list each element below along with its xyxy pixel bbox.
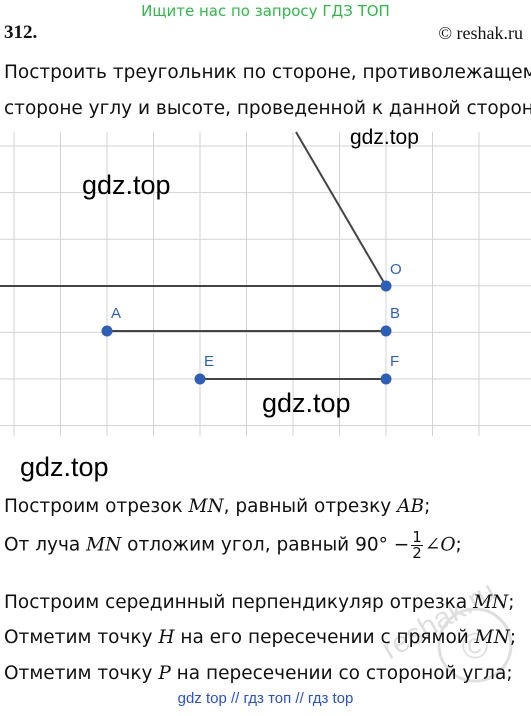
s5-pre: Отметим точку: [4, 663, 159, 684]
solution-step-5: Отметим точку P на пересечении со сторон…: [4, 663, 513, 684]
s4-mid: на его пересечении с прямой: [174, 627, 475, 648]
label-a: A: [111, 305, 121, 322]
s3-end: ;: [508, 592, 515, 613]
point-b: [380, 325, 392, 337]
label-b: B: [390, 305, 400, 322]
label-o: O: [390, 261, 402, 278]
s4-end: ;: [509, 627, 517, 648]
s1-math-ab: AB: [397, 496, 425, 517]
label-e: E: [204, 353, 214, 370]
solution-step-2: От луча MN отложим угол, равный 90° −1 2 ∠…: [4, 530, 462, 561]
watermark-1: gdz.top: [350, 126, 419, 149]
s4-pre: Отметим точку: [4, 627, 159, 648]
solution-step-3: Построим серединный перпендикуляр отрезк…: [4, 592, 514, 613]
point-o: [380, 280, 392, 292]
s2-end: ;: [455, 534, 462, 556]
search-banner: Ищите нас по запросу ГДЗ ТОП: [141, 2, 390, 20]
s5-math-p: P: [158, 663, 171, 684]
watermark-3: gdz.top: [262, 388, 351, 418]
s1-math-mn: MN: [188, 496, 224, 517]
footer-links: gdz top // гдз топ // гдз top: [177, 690, 354, 707]
ray-slanted: [295, 131, 387, 287]
point-f: [380, 373, 392, 385]
problem-number: 312.: [4, 22, 38, 43]
task-line-2: стороне углу и высоте, проведенной к дан…: [4, 98, 531, 119]
point-a: [101, 325, 113, 337]
task-line-1: Построить треугольник по стороне, против…: [4, 62, 531, 83]
s1-pre: Построим отрезок: [4, 496, 189, 517]
svg-text:©: ©: [462, 625, 489, 666]
label-f: F: [390, 353, 399, 370]
s4-math-h: H: [158, 627, 175, 648]
s4-math-mn: MN: [474, 627, 510, 648]
s2-math-angle: ∠O: [424, 534, 456, 556]
s3-math-mn: MN: [473, 592, 509, 613]
s2-math-mn: MN: [86, 534, 122, 556]
solution-step-4: Отметим точку H на его пересечении с пря…: [4, 627, 516, 648]
frac-numerator: 1: [411, 528, 423, 546]
reshak-stamp-icon: © reshak.ru: [380, 575, 513, 683]
watermark-4: gdz.top: [20, 452, 109, 482]
solution-step-1: Построим отрезок MN, равный отрезку AB;: [4, 496, 430, 517]
s1-end: ;: [424, 496, 431, 517]
frac-denominator: 2: [412, 544, 422, 562]
copyright: © reshak.ru: [438, 23, 523, 43]
s2-mid: отложим угол, равный 90° −: [121, 534, 410, 556]
s2-pre: От луча: [4, 534, 87, 556]
s1-mid: , равный отрезку: [223, 496, 398, 517]
point-e: [194, 373, 206, 385]
s5-end: на пересечении со стороной угла;: [170, 663, 513, 684]
s3-pre: Построим серединный перпендикуляр отрезк…: [4, 592, 474, 613]
watermark-2: gdz.top: [82, 170, 171, 200]
